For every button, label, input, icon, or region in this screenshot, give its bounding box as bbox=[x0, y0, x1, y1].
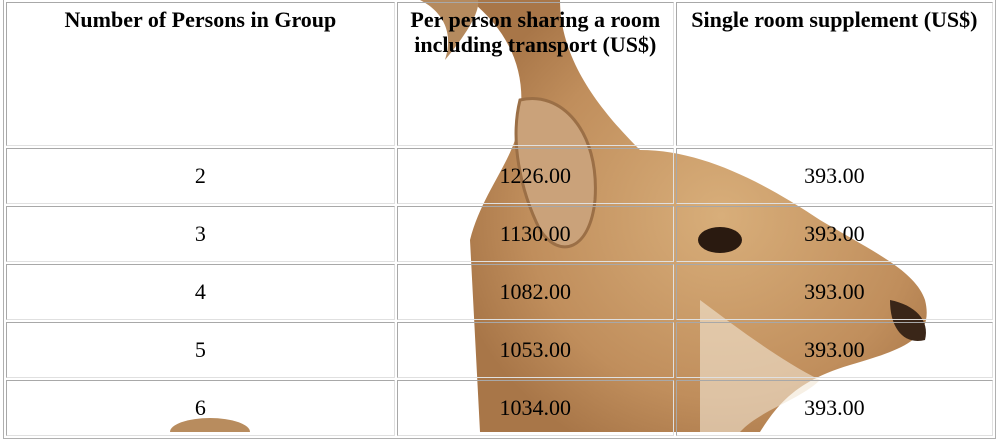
table-cell: 393.00 bbox=[676, 206, 993, 262]
table-cell: 393.00 bbox=[676, 322, 993, 378]
table-cell: 393.00 bbox=[676, 264, 993, 320]
table-cell: 1130.00 bbox=[397, 206, 674, 262]
table-cell: 6 bbox=[6, 380, 395, 436]
table-cell: 393.00 bbox=[676, 148, 993, 204]
column-header: Per person sharing a room including tran… bbox=[397, 2, 674, 146]
table-cell: 393.00 bbox=[676, 380, 993, 436]
table-cell: 4 bbox=[6, 264, 395, 320]
table-cell: 1226.00 bbox=[397, 148, 674, 204]
table-cell: 2 bbox=[6, 148, 395, 204]
column-header: Number of Persons in Group bbox=[6, 2, 395, 146]
page-body: Number of Persons in GroupPer person sha… bbox=[0, 0, 999, 432]
column-header: Single room supplement (US$) bbox=[676, 2, 993, 146]
table-cell: 1082.00 bbox=[397, 264, 674, 320]
table-cell: 3 bbox=[6, 206, 395, 262]
table-cell: 1034.00 bbox=[397, 380, 674, 436]
page: {"table": { "header": ["Number of Person… bbox=[0, 0, 999, 432]
table-cell: 5 bbox=[6, 322, 395, 378]
table-cell: 1053.00 bbox=[397, 322, 674, 378]
